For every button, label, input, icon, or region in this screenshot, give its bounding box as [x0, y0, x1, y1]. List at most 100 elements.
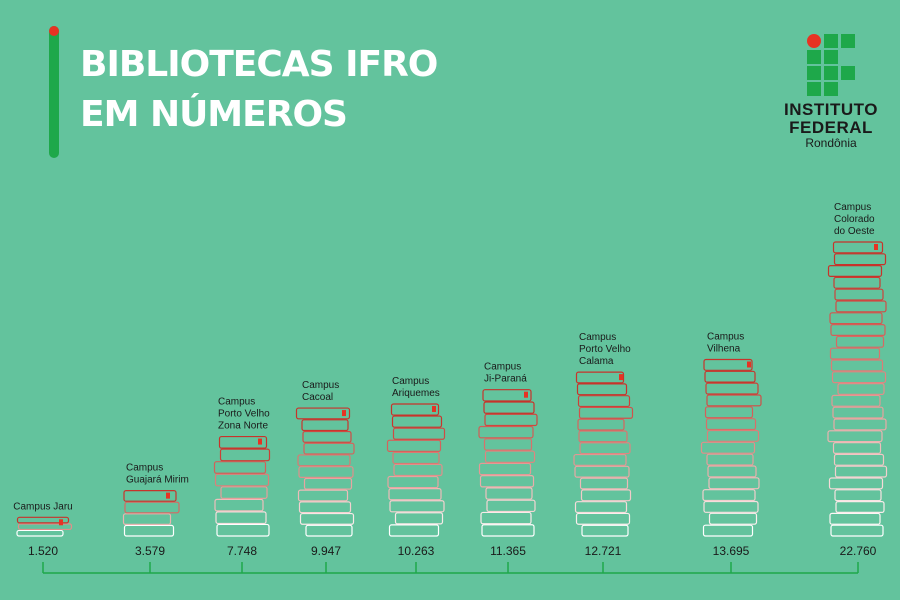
category-label: Campus — [126, 463, 163, 474]
category-label: Campus — [218, 397, 255, 408]
book-mark — [704, 406, 754, 419]
title-line-2: EM NÚMEROS — [80, 94, 348, 135]
book-mark — [705, 382, 759, 395]
book-mark — [124, 501, 180, 514]
book-mark — [216, 523, 270, 537]
value-label: 10.263 — [398, 544, 435, 558]
book-stack-bar — [295, 407, 355, 537]
value-label: 22.760 — [840, 544, 877, 558]
book-mark — [578, 406, 634, 419]
book-mark — [389, 500, 445, 513]
category-label: Campus — [834, 202, 871, 213]
title-line-1: BIBLIOTECAS IFRO — [80, 44, 438, 85]
book-mark — [305, 524, 353, 537]
book-mark — [218, 435, 268, 449]
category-label: Porto Velho — [218, 409, 270, 420]
book-mark — [705, 418, 757, 431]
book-stack-bar — [122, 490, 180, 537]
book-mark — [831, 394, 881, 407]
book-mark — [581, 524, 629, 537]
category-label: Cacoal — [302, 392, 333, 403]
book-mark — [700, 441, 756, 454]
book-mark — [16, 529, 64, 537]
book-mark — [214, 473, 270, 487]
book-mark — [478, 462, 532, 476]
book-mark — [832, 406, 884, 419]
book-mark — [707, 465, 757, 478]
book-mark — [573, 453, 627, 466]
category-label: Porto Velho — [579, 344, 631, 355]
logo-text-rondonia: Rondônia — [805, 136, 857, 150]
book-mark — [220, 486, 268, 499]
book-mark — [299, 512, 355, 525]
book-mark — [830, 324, 886, 337]
book-mark — [390, 403, 440, 416]
book-mark — [478, 425, 534, 439]
category-label: Guajará Mirim — [126, 475, 189, 486]
book-stack-bar — [827, 241, 888, 537]
book-mark — [486, 499, 536, 513]
book-mark — [219, 448, 271, 462]
book-mark — [580, 489, 632, 502]
book-stack-bar — [386, 403, 446, 537]
bookmark-icon — [59, 519, 63, 526]
book-mark — [303, 442, 355, 455]
value-label: 9.947 — [311, 544, 341, 558]
book-mark — [833, 276, 881, 289]
book-mark — [392, 427, 446, 440]
book-mark — [16, 516, 70, 524]
book-mark — [574, 501, 628, 514]
book-mark — [575, 512, 631, 525]
book-mark — [830, 359, 884, 372]
bookmark-icon — [524, 391, 528, 398]
book-mark — [481, 524, 535, 537]
book-mark — [830, 524, 884, 537]
value-label: 11.365 — [490, 544, 526, 558]
book-mark — [394, 512, 444, 525]
book-mark — [579, 477, 629, 490]
logo-grid-icon — [807, 34, 855, 96]
book-mark — [834, 465, 888, 478]
book-mark — [704, 370, 756, 383]
book-mark — [706, 453, 754, 466]
category-label: Ariquemes — [392, 388, 440, 399]
book-mark — [388, 488, 442, 501]
value-label: 7.748 — [227, 544, 257, 558]
bookmark-icon — [432, 405, 436, 412]
book-mark — [706, 394, 762, 407]
book-mark — [827, 430, 883, 443]
book-mark — [303, 477, 353, 490]
book-mark — [484, 413, 538, 427]
book-mark — [834, 489, 882, 502]
book-mark — [703, 358, 753, 371]
book-mark — [708, 477, 760, 490]
value-label: 12.721 — [585, 544, 622, 558]
book-mark — [214, 498, 264, 512]
book-mark — [832, 241, 884, 254]
book-mark — [578, 430, 628, 443]
bookmark-icon — [166, 492, 170, 499]
book-mark — [835, 501, 885, 514]
book-mark — [829, 512, 881, 525]
category-label: Calama — [579, 356, 614, 367]
value-label: 13.695 — [713, 544, 750, 558]
book-mark — [387, 475, 439, 489]
book-mark — [837, 383, 885, 396]
book-mark — [297, 489, 349, 502]
category-label: Vilhena — [707, 343, 741, 354]
book-mark — [835, 335, 885, 348]
book-mark — [302, 430, 352, 443]
book-mark — [833, 418, 887, 431]
book-mark — [297, 454, 351, 467]
bookmark-icon — [342, 410, 346, 417]
book-stack-bar — [478, 389, 538, 537]
book-mark — [708, 512, 758, 525]
book-mark — [485, 487, 533, 500]
ifro-logo: INSTITUTO FEDERAL Rondônia — [776, 30, 886, 155]
book-mark — [576, 383, 628, 396]
book-mark — [123, 524, 175, 537]
category-label: Ji-Paraná — [484, 374, 527, 385]
book-stack-bar — [700, 358, 762, 537]
book-mark — [577, 395, 631, 408]
category-label: Campus — [302, 380, 339, 391]
